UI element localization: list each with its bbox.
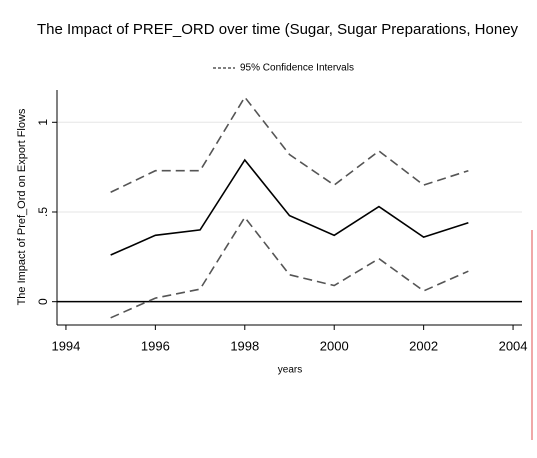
ci-line bbox=[110, 215, 469, 319]
x-tick-label: 1994 bbox=[51, 338, 80, 353]
x-tick-label: 2004 bbox=[499, 338, 528, 353]
estimate-line bbox=[110, 158, 469, 256]
x-axis-label: years bbox=[278, 365, 302, 376]
y-tick-label: .5 bbox=[36, 207, 50, 217]
chart-title: The Impact of PREF_ORD over time (Sugar,… bbox=[37, 21, 519, 38]
legend-label: 95% Confidence Intervals bbox=[240, 63, 354, 74]
x-tick-label: 1996 bbox=[141, 338, 170, 353]
y-tick-label: 0 bbox=[36, 298, 50, 305]
y-tick-label: 1 bbox=[36, 119, 50, 126]
x-tick-label: 2000 bbox=[320, 338, 349, 353]
x-tick-label: 2002 bbox=[409, 338, 438, 353]
y-axis-label: The Impact of Pref_Ord on Export Flows bbox=[16, 108, 28, 305]
ci-line bbox=[110, 95, 469, 193]
x-tick-label: 1998 bbox=[230, 338, 259, 353]
